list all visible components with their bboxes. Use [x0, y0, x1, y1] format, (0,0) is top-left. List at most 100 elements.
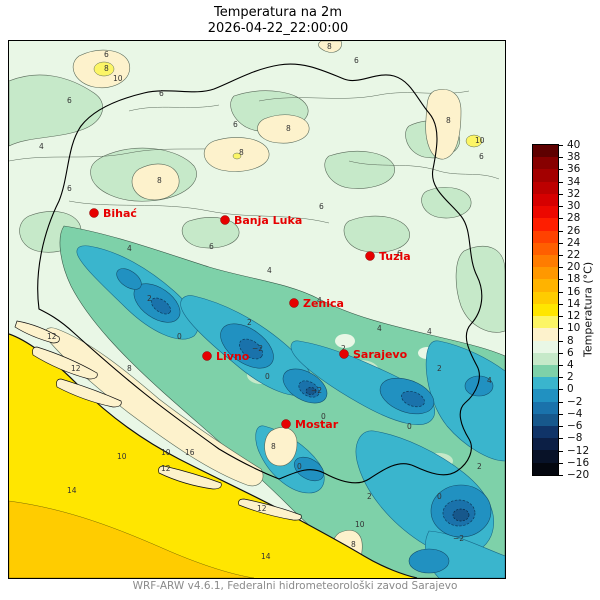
- contour-value-label: 8: [157, 176, 162, 185]
- contour-value-label: 12: [161, 464, 171, 473]
- temperature-map: 6 6 6 6 6 6 6 6 6 6 8 8 8 8 8 8 8 8 8 10 10 10 10 10 4 4 4 4 4 4 4 2 2 2 2…: [8, 40, 506, 579]
- colorbar-bands: [532, 144, 559, 476]
- colorbar-band: [533, 426, 558, 439]
- contour-value-label: 10: [113, 74, 123, 83]
- colorbar-tick-label: 0: [567, 383, 574, 396]
- city-marker-livno: Livno: [202, 350, 250, 363]
- contour-value-label: 6: [159, 89, 164, 98]
- colorbar-tick-mark: [559, 450, 563, 452]
- colorbar-tick-mark: [559, 169, 563, 171]
- colorbar-band: [533, 413, 558, 427]
- city-dot: [202, 351, 212, 361]
- footer-credit: WRF-ARW v4.6.1, Federalni hidrometeorolo…: [132, 580, 458, 592]
- colorbar-band: [533, 303, 558, 317]
- colorbar-band: [533, 145, 558, 158]
- colorbar-tick-mark: [559, 267, 563, 269]
- colorbar-band: [533, 242, 558, 255]
- colorbar-band: [533, 352, 558, 365]
- contour-value-label: 0: [407, 422, 412, 431]
- colorbar-band: [533, 340, 558, 353]
- colorbar-band: [533, 462, 558, 475]
- city-label: Mostar: [295, 418, 339, 431]
- colorbar-tick-mark: [559, 438, 563, 440]
- contour-value-label: 8: [127, 364, 132, 373]
- contour-value-label: 6: [67, 184, 72, 193]
- city-label: Tuzla: [379, 250, 411, 263]
- contour-value-label: 8: [286, 124, 291, 133]
- colorbar-band: [533, 438, 558, 451]
- colorbar-tick-mark: [559, 157, 563, 159]
- figure-title: Temperatura na 2m 2026-04-22_22:00:00: [0, 5, 556, 37]
- colorbar-tick-mark: [559, 328, 563, 330]
- map-canvas: 6 6 6 6 6 6 6 6 6 6 8 8 8 8 8 8 8 8 8 10 10 10 10 10 4 4 4 4 4 4 4 2 2 2 2…: [9, 41, 505, 578]
- contour-value-label: 2: [147, 294, 152, 303]
- city-dot: [89, 208, 99, 218]
- colorbar-tick-mark: [559, 316, 563, 318]
- colorbar-tick-label: 30: [567, 200, 581, 213]
- contour-value-label: 8: [327, 42, 332, 51]
- colorbar-tick-mark: [559, 365, 563, 366]
- contour-value-label: 8: [351, 540, 356, 549]
- colorbar-band: [533, 328, 558, 341]
- city-dot: [281, 419, 291, 429]
- title-line2: 2026-04-22_22:00:00: [207, 21, 349, 36]
- colorbar-tick-label: 24: [567, 236, 581, 249]
- contour-value-label: 0: [321, 412, 326, 421]
- contour-value-label: 6: [354, 56, 359, 65]
- city-dot: [365, 251, 375, 261]
- coastline: [9, 333, 418, 578]
- colorbar-tick-mark: [559, 303, 563, 305]
- colorbar-tick-mark: [559, 230, 563, 232]
- colorbar-tick-mark: [559, 377, 563, 379]
- contour-value-label: 2: [247, 318, 252, 327]
- colorbar-band: [533, 450, 558, 463]
- colorbar-tick-label: 18: [567, 273, 581, 286]
- contour-value-label: 6: [104, 50, 109, 59]
- contour-value-label: 2: [341, 344, 346, 353]
- contour-band-m6-m4: [305, 387, 470, 522]
- city-marker-zenica: Zenica: [289, 297, 344, 310]
- colorbar-tick-label: −20: [567, 469, 590, 481]
- colorbar-tick-label: −12: [567, 444, 590, 457]
- contour-value-label: 4: [267, 266, 272, 275]
- contour-value-label: 2: [477, 462, 482, 471]
- colorbar-tick-mark: [559, 255, 563, 256]
- contour-value-label: −2: [252, 344, 263, 353]
- contour-value-label: 8: [446, 116, 451, 125]
- city-label: Bihać: [103, 207, 137, 220]
- city-marker-banja-luka: Banja Luka: [220, 214, 302, 227]
- colorbar-tick-mark: [559, 413, 563, 415]
- contour-value-label: 8: [104, 64, 109, 73]
- contour-value-label: 4: [487, 376, 492, 385]
- colorbar-band: [533, 206, 558, 219]
- contour-value-label: 6: [233, 120, 238, 129]
- contour-value-label: 10: [475, 136, 485, 145]
- colorbar-tick-label: 14: [567, 297, 581, 310]
- colorbar-band: [533, 169, 558, 182]
- contour-value-label: 14: [67, 486, 77, 495]
- colorbar-band: [533, 193, 558, 207]
- colorbar-axis-label: Temperatura (°C): [581, 261, 595, 357]
- city-dot: [220, 215, 230, 225]
- colorbar-band: [533, 291, 558, 304]
- colorbar: 40 38 36 34 32 30 28 26 24 22 20 18 16 14 12 10 8 6 4 2 0 −2−…: [532, 139, 600, 481]
- colorbar-tick-mark: [559, 389, 563, 391]
- colorbar-tick-mark: [559, 242, 563, 244]
- colorbar-tick-label: −2: [567, 395, 583, 408]
- city-marker-tuzla: Tuzla: [365, 250, 411, 263]
- contour-value-label: 2: [437, 364, 442, 373]
- colorbar-band: [533, 254, 558, 268]
- colorbar-tick-label: 40: [567, 139, 581, 151]
- colorbar-tick-mark: [559, 340, 563, 342]
- colorbar-tick-label: 28: [567, 212, 581, 225]
- colorbar-tick-label: −6: [567, 420, 583, 433]
- colorbar-band: [533, 316, 558, 329]
- colorbar-band: [533, 267, 558, 280]
- colorbar-tick-mark: [559, 426, 563, 428]
- colorbar-tick-mark: [559, 352, 563, 354]
- contour-value-label: 4: [377, 324, 382, 333]
- colorbar-tick-label: −8: [567, 432, 583, 445]
- contour-value-label: 2: [367, 492, 372, 501]
- contour-value-label: 8: [271, 442, 276, 451]
